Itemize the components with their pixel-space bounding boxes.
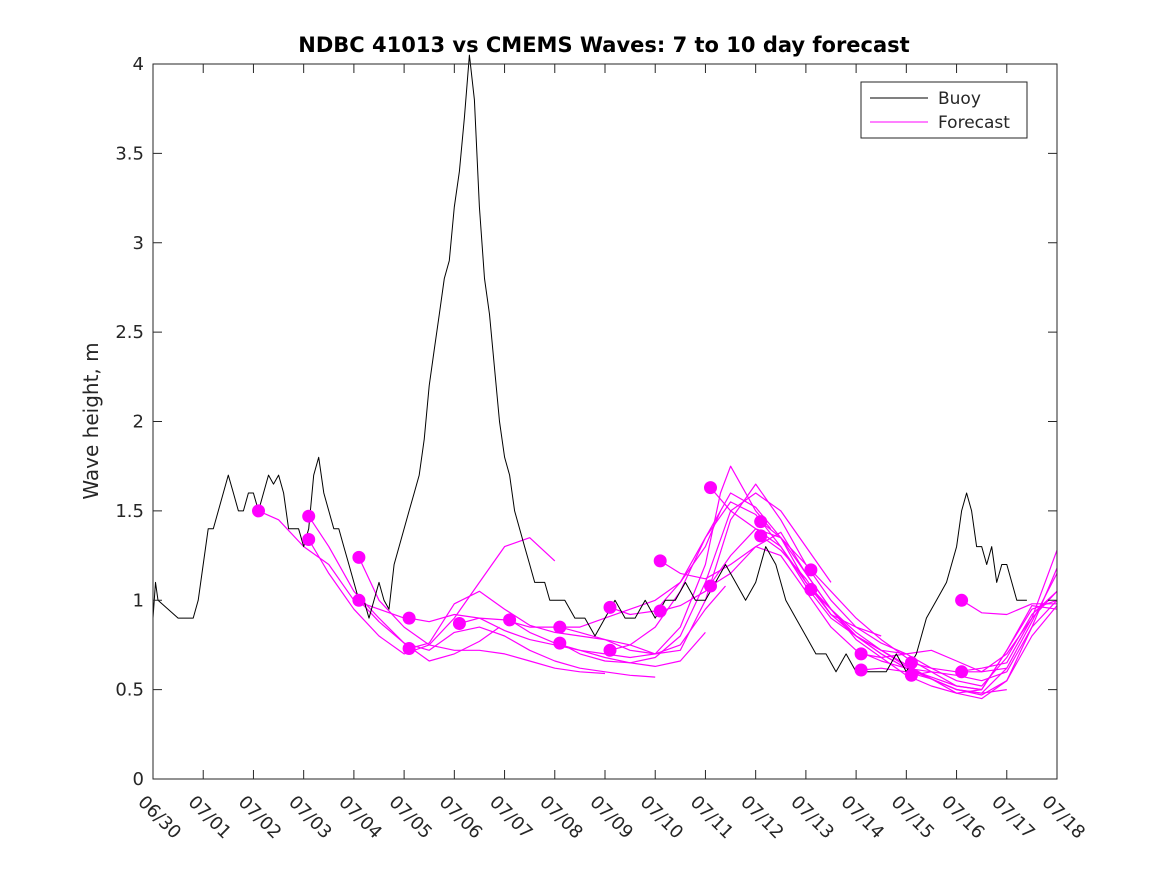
forecast-init-point xyxy=(804,563,818,577)
forecast-run-line xyxy=(961,599,1057,616)
y-tick-label: 1 xyxy=(133,590,144,611)
forecast-run-line xyxy=(559,483,807,655)
forecast-run-line xyxy=(559,492,832,664)
forecast-run-line xyxy=(861,573,1058,694)
forecast-init-point xyxy=(904,656,918,670)
forecast-run-line xyxy=(911,549,1058,673)
forecast-init-point xyxy=(402,642,416,655)
forecast-init-point xyxy=(402,611,416,625)
legend: Buoy Forecast xyxy=(860,81,1028,139)
forecast-init-point xyxy=(854,663,868,677)
y-tick-label: 0.5 xyxy=(115,680,144,701)
forecast-init-point xyxy=(904,668,918,682)
forecast-init-point xyxy=(955,593,969,607)
forecast-run-line xyxy=(459,510,722,628)
forecast-init-point xyxy=(252,504,265,518)
y-tick-label: 3.5 xyxy=(115,143,144,164)
y-tick-label: 1.5 xyxy=(115,501,144,522)
legend-label-buoy: Buoy xyxy=(938,89,981,109)
chart-title: NDBC 41013 vs CMEMS Waves: 7 to 10 day f… xyxy=(298,33,909,57)
forecast-init-point xyxy=(452,617,466,630)
forecast-init-point xyxy=(352,550,366,564)
legend-box xyxy=(860,81,1028,139)
forecast-init-point xyxy=(603,643,617,657)
forecast-init-point xyxy=(804,583,818,596)
forecast-init-point xyxy=(754,515,768,529)
y-axis-label: Wave height, m xyxy=(79,342,103,499)
forecast-init-point xyxy=(955,665,969,679)
forecast-run-line xyxy=(659,545,932,673)
y-tick-label: 0 xyxy=(133,769,144,790)
forecast-init-point xyxy=(704,579,717,593)
forecast-run-line xyxy=(408,585,726,655)
forecast-run-line xyxy=(258,510,410,623)
y-tick-label: 3 xyxy=(133,233,144,254)
forecast-init-point xyxy=(302,533,316,546)
forecast-init-point xyxy=(854,647,868,661)
forecast-run-line xyxy=(358,599,656,678)
y-tick-label: 2.5 xyxy=(115,322,144,343)
forecast-run-line xyxy=(860,590,1058,673)
forecast-init-markers xyxy=(252,481,969,682)
forecast-init-point xyxy=(553,636,567,650)
forecast-init-point xyxy=(302,509,316,523)
forecast-init-point xyxy=(653,554,667,568)
forecast-init-point xyxy=(754,529,768,543)
forecast-init-point xyxy=(704,481,717,495)
forecast-run-line xyxy=(961,667,1007,673)
forecast-run-line xyxy=(911,567,1058,682)
forecast-run-line xyxy=(358,557,606,675)
forecast-init-point xyxy=(653,604,667,618)
forecast-init-point xyxy=(352,593,366,607)
legend-label-forecast: Forecast xyxy=(938,113,1010,133)
y-axis: 0 0.5 1 1.5 2 2.5 3 3.5 4 xyxy=(115,54,1057,790)
y-tick-label: 4 xyxy=(133,54,144,75)
forecast-init-point xyxy=(603,600,617,614)
y-tick-label: 2 xyxy=(133,412,144,433)
forecast-init-point xyxy=(553,620,567,634)
forecast-init-point xyxy=(503,613,517,627)
